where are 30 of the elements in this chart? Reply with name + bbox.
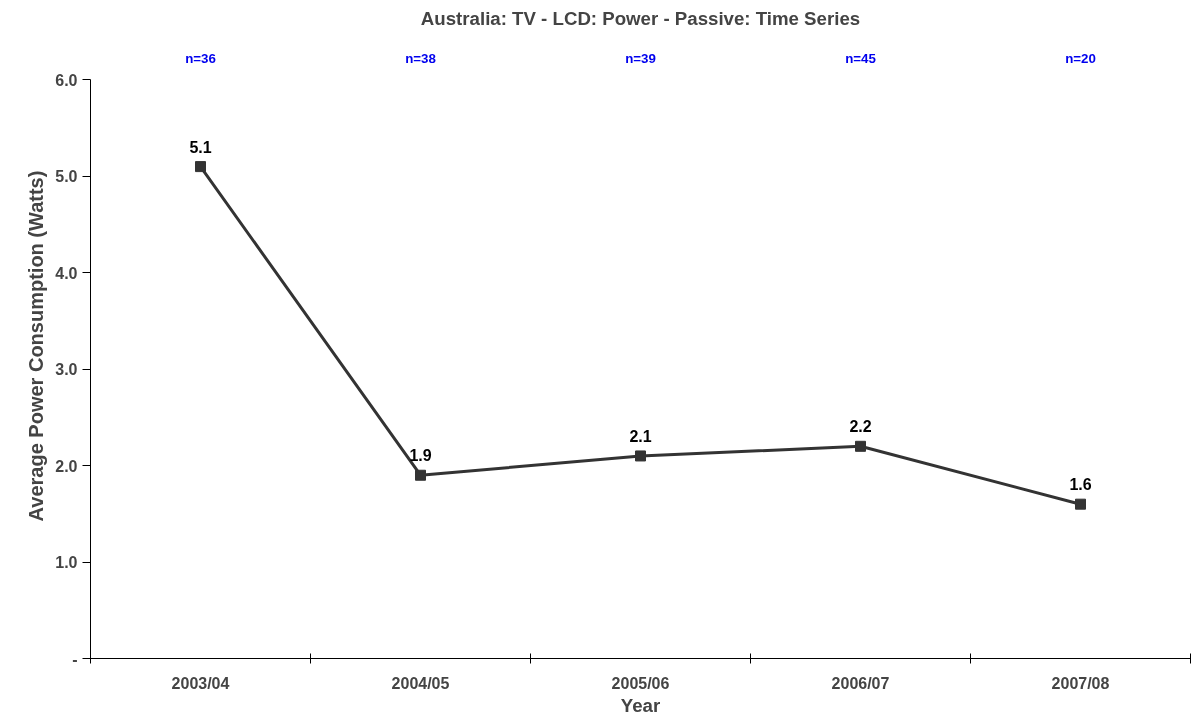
point — [635, 450, 646, 462]
data-label: 2.1 — [629, 427, 652, 445]
chart-title: Australia: TV - LCD: Power - Passive: Time Series — [420, 7, 861, 29]
y-tick-label: 6.0 — [55, 71, 78, 89]
y-axis-title: Average Power Consumption (Watts) — [25, 170, 48, 522]
text: n=39 — [625, 50, 656, 66]
y-tick-label: 4.0 — [55, 264, 78, 282]
y-tick-label: 1.0 — [55, 554, 78, 572]
x-tick-label: 2004/05 — [391, 674, 450, 692]
point — [195, 161, 206, 173]
data-label: 1.9 — [409, 447, 432, 465]
x-tick-label: 2003/04 — [171, 674, 230, 692]
data-label: 5.1 — [189, 138, 212, 156]
x-tick-label: 2005/06 — [611, 674, 670, 692]
text: n=38 — [405, 50, 436, 66]
x-tick-label: 2006/07 — [831, 674, 890, 692]
y-tick-label: - — [72, 650, 78, 668]
point — [1075, 498, 1086, 510]
point — [415, 469, 426, 481]
text: n=36 — [185, 50, 216, 66]
y-tick-label: 2.0 — [55, 457, 78, 475]
text: n=20 — [1065, 50, 1096, 66]
data-label: 2.2 — [849, 418, 872, 436]
y-tick-label: 3.0 — [55, 361, 78, 379]
y-tick-label: 5.0 — [55, 168, 78, 186]
text: n=45 — [845, 50, 877, 66]
x-axis-title: Year — [620, 694, 661, 716]
point — [855, 440, 866, 452]
data-label: 1.6 — [1069, 476, 1092, 494]
x-tick-label: 2007/08 — [1051, 674, 1110, 692]
